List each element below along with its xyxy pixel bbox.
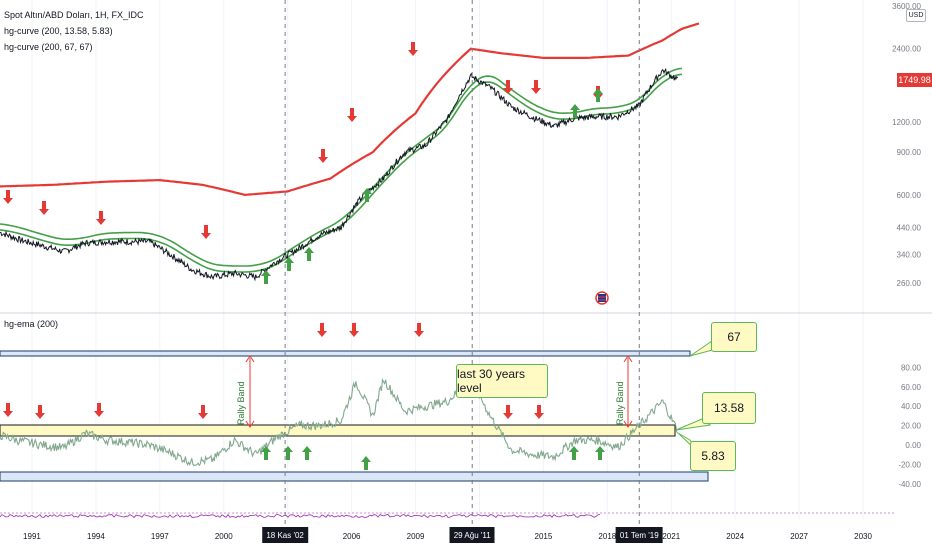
price-tick-label: 440.00 (897, 224, 922, 233)
chart-title: Spot Altın/ABD Doları, 1H, FX_IDC (4, 10, 144, 20)
price-tick-label: 600.00 (897, 191, 922, 200)
price-tick-label: 340.00 (897, 251, 922, 260)
rally-band-arrow-right (623, 355, 633, 428)
sell-arrow (96, 211, 106, 225)
time-tick-label: 2009 (406, 532, 425, 541)
price-tick-label: 2400.00 (892, 45, 921, 54)
callout-5-83: 5.83 (690, 441, 736, 471)
sell-arrow (503, 80, 513, 94)
indicator-tick-label: 0.00 (905, 441, 921, 450)
indicator-buy-arrow (361, 456, 371, 470)
date-badge: 18 Kas '02 (262, 527, 308, 543)
sell-arrow (408, 42, 418, 56)
flag-icon[interactable] (595, 291, 609, 305)
band-67 (0, 350, 691, 357)
indicator-sell-arrow (503, 405, 513, 419)
time-tick-label: 2000 (214, 532, 233, 541)
time-tick-label: 2015 (534, 532, 553, 541)
indicator-buy-arrow (569, 446, 579, 460)
time-tick-label: 2027 (790, 532, 808, 541)
indicator-buy-arrow (302, 446, 312, 460)
indicator-sell-arrow (534, 405, 544, 419)
date-badge: 29 Ağu '11 (449, 527, 495, 543)
indicator-axis-labels: 80.00 60.00 40.00 20.00 0.00 -20.00 -40.00 (898, 363, 921, 488)
indicator-tick-label: -20.00 (898, 460, 921, 469)
indicator-tick-label: -40.00 (898, 480, 921, 489)
band-minus-20 (0, 471, 709, 482)
lower-band-upper-line (0, 67, 682, 267)
legend-indicator-2: hg-curve (200, 67, 67) (4, 42, 93, 52)
price-pane (0, 22, 700, 284)
callout-13-58: 13.58 (702, 392, 756, 424)
price-badge: 1749.98 (897, 73, 932, 87)
legend-indicator-1: hg-curve (200, 13.58, 5.83) (4, 26, 113, 36)
time-tick-label: 2024 (726, 532, 745, 541)
price-tick-label: 900.00 (897, 148, 922, 157)
time-tick-label: 1997 (150, 532, 169, 541)
indicator-sell-arrow (349, 323, 359, 337)
indicator-buy-arrow (595, 446, 605, 460)
time-tick-label: 2006 (342, 532, 361, 541)
buy-arrow (261, 270, 271, 284)
legend-indicator-3: hg-ema (200) (4, 319, 59, 329)
callout-67: 67 (711, 322, 757, 352)
price-tick-label: 260.00 (897, 279, 922, 288)
buy-arrow (304, 247, 314, 261)
price-arrows (3, 42, 603, 284)
time-tick-label: 1994 (86, 532, 105, 541)
sell-arrow (201, 225, 211, 239)
rally-band-label-left: Rally Band (236, 381, 246, 425)
indicator-arrows (3, 323, 605, 470)
sell-arrow (531, 80, 541, 94)
sell-arrow (347, 108, 357, 122)
currency-selector[interactable]: USD (906, 9, 926, 22)
rally-band-label-right: Rally Band (615, 381, 625, 425)
buy-arrow (362, 188, 372, 202)
indicator-tick-label: 80.00 (901, 363, 922, 372)
indicator-sell-arrow (35, 405, 45, 419)
price-axis-labels: 3600.00 2400.00 1200.00 900.00 600.00 440.00 3… (892, 2, 921, 288)
sell-arrow (3, 190, 13, 204)
upper-curve-line (0, 22, 700, 197)
buy-arrow (570, 104, 580, 118)
date-badge: 01 Tem '19 (615, 527, 663, 543)
ema-line (0, 377, 679, 467)
time-tick-label: 2018 (598, 532, 617, 541)
indicator-sell-arrow (317, 323, 327, 337)
band-13-58 (0, 424, 676, 437)
indicator-pane: Rally Band Rally Band (0, 323, 895, 519)
price-line (0, 67, 679, 282)
grid-lines (31, 0, 864, 520)
indicator-buy-arrow (283, 446, 293, 460)
indicator-sell-arrow (3, 403, 13, 417)
indicator-sell-arrow (94, 403, 104, 417)
buy-arrow (284, 257, 294, 271)
price-tick-label: 3600.00 (892, 2, 921, 11)
indicator-sell-arrow (414, 323, 424, 337)
time-tick-label: 1991 (23, 532, 41, 541)
time-tick-label: 2030 (854, 532, 872, 541)
buy-arrow (593, 88, 603, 102)
rsi-line (0, 513, 601, 519)
time-tick-label: 2021 (662, 532, 681, 541)
indicator-tick-label: 60.00 (901, 383, 922, 392)
lower-band-lower-line (0, 73, 683, 273)
callout-note: last 30 years level (456, 364, 548, 398)
sell-arrow (39, 201, 49, 215)
rally-band-arrow-left (245, 355, 255, 428)
indicator-tick-label: 40.00 (901, 402, 922, 411)
indicator-sell-arrow (198, 405, 208, 419)
event-lines (284, 0, 640, 528)
price-tick-label: 1200.00 (892, 118, 921, 127)
indicator-buy-arrow (261, 446, 271, 460)
indicator-tick-label: 20.00 (901, 422, 922, 431)
sell-arrow (318, 149, 328, 163)
